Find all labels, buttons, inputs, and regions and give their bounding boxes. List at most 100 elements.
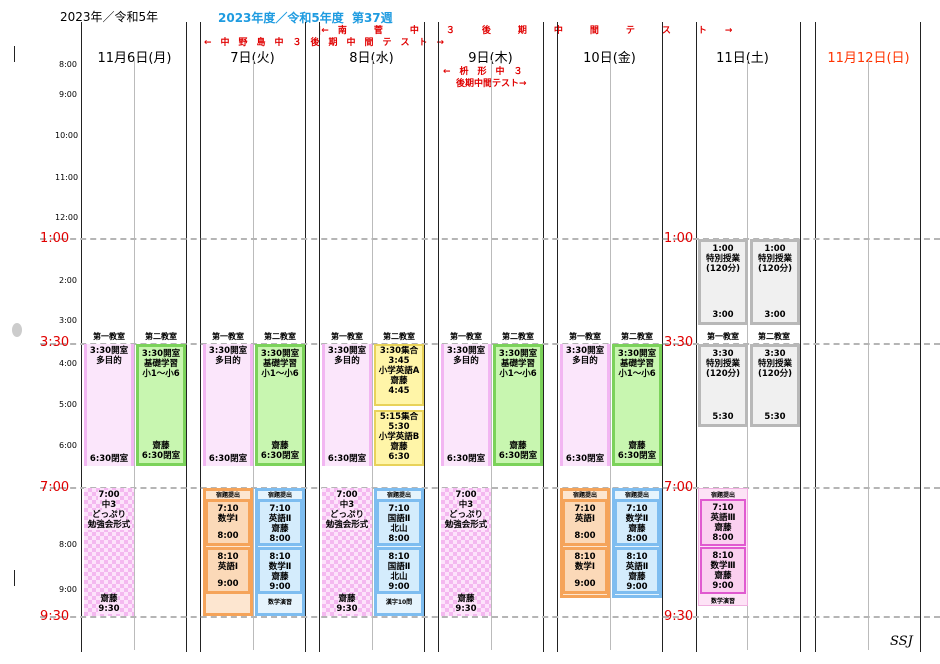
time-930pm: 9:30 bbox=[40, 609, 70, 624]
col-line bbox=[305, 22, 306, 652]
subject-line-1: どっぷり bbox=[91, 510, 126, 520]
japanese2-class[interactable]: 7:10 国語Ⅱ 北山 8:00 bbox=[376, 499, 422, 546]
open-time: 3:30開室 bbox=[617, 349, 657, 359]
end-time: 9:30 bbox=[336, 604, 358, 614]
end-time: 4:45 bbox=[388, 386, 410, 396]
col-subline bbox=[253, 60, 254, 650]
col-line bbox=[920, 22, 921, 652]
basic-study-block[interactable]: 3:30開室 基礎学習 小1～小6 齋藤 6:30閉室 bbox=[612, 344, 662, 466]
time-1pm: 1:00 bbox=[40, 231, 70, 246]
open-room-block[interactable]: 3:30開室 多目的 6:30閉室 bbox=[203, 344, 253, 466]
multi-purpose: 多目的 bbox=[215, 356, 241, 366]
subject: 国語Ⅱ bbox=[387, 514, 411, 524]
end-time: 5:30 bbox=[764, 412, 786, 422]
basic-study-block[interactable]: 3:30開室 基礎学習 小1～小6 齋藤 6:30閉室 bbox=[493, 344, 543, 466]
col-subline bbox=[134, 60, 135, 650]
basic-study-block[interactable]: 3:30開室 基礎学習 小1～小6 齋藤 6:30閉室 bbox=[136, 344, 186, 466]
hour-label: 9:00 bbox=[59, 585, 77, 594]
end-time: 9:30 bbox=[455, 604, 477, 614]
end-time: 9:30 bbox=[98, 604, 120, 614]
col-subline bbox=[868, 60, 869, 650]
close-time: 6:30閉室 bbox=[565, 454, 605, 464]
subject: 数学Ⅲ bbox=[710, 561, 736, 571]
subject-line-1: どっぷり bbox=[448, 510, 483, 520]
english2-class[interactable]: 8:10 英語Ⅱ 齋藤 9:00 bbox=[614, 547, 660, 594]
col-line bbox=[696, 22, 697, 652]
end-time: 8:00 bbox=[626, 534, 648, 544]
subject: 特別授業 bbox=[757, 254, 792, 264]
start-time: 7:10 bbox=[388, 504, 410, 514]
subject: 数学Ⅰ bbox=[217, 514, 239, 524]
start-time: 3:30 bbox=[764, 349, 786, 359]
open-room-block[interactable]: 3:30開室 多目的 6:30閉室 bbox=[84, 344, 134, 466]
grades: 小1～小6 bbox=[261, 369, 299, 379]
homework-submission: 宿題提出 bbox=[572, 492, 597, 499]
col-line bbox=[200, 22, 201, 652]
margin-dot bbox=[12, 323, 22, 337]
room-label: 第一教室 bbox=[212, 332, 244, 341]
col-line bbox=[815, 22, 816, 652]
col-line bbox=[662, 22, 663, 652]
special-class-block[interactable]: 3:30 特別授業 (120分) 5:30 bbox=[750, 344, 800, 427]
close-time: 6:30閉室 bbox=[617, 451, 657, 461]
gather-time: 3:30集合 bbox=[379, 346, 419, 356]
close-time: 6:30閉室 bbox=[89, 454, 129, 464]
subject: 数学Ⅱ bbox=[625, 514, 649, 524]
time-7pm: 7:00 bbox=[664, 480, 694, 495]
close-time: 6:30閉室 bbox=[498, 451, 538, 461]
close-time: 6:30閉室 bbox=[327, 454, 367, 464]
english1-class[interactable]: 8:10 英語Ⅰ 9:00 bbox=[205, 547, 251, 594]
teacher: 北山 bbox=[390, 572, 408, 582]
math1-class[interactable]: 8:10 数学Ⅰ 9:00 bbox=[562, 547, 608, 594]
math1-class[interactable]: 7:10 数学Ⅰ 8:00 bbox=[205, 499, 251, 546]
margin-tick-top bbox=[14, 46, 15, 62]
year-label: 2023年／令和5年 bbox=[60, 10, 159, 24]
hour-label: 11:00 bbox=[55, 173, 79, 182]
jh3-study-session-block[interactable]: 7:00 中3 どっぷり 勉強会形式 齋藤 9:30 bbox=[84, 488, 134, 616]
english2-class[interactable]: 7:10 英語Ⅱ 齋藤 8:00 bbox=[257, 499, 303, 546]
notice-minamisuge: |← 南 菅 中 ３ 後 期 中 間 テ ス ト → bbox=[318, 26, 733, 36]
math3-class[interactable]: 8:10 数学Ⅲ 齋藤 9:00 bbox=[700, 547, 746, 594]
open-room-block[interactable]: 3:30開室 多目的 6:30閉室 bbox=[560, 344, 610, 466]
english1-class[interactable]: 7:10 英語Ⅰ 8:00 bbox=[562, 499, 608, 546]
start-time: 8:10 bbox=[626, 552, 648, 562]
hour-label: 8:00 bbox=[59, 540, 77, 549]
jh3-study-session-block[interactable]: 7:00 中3 どっぷり 勉強会形式 齋藤 9:30 bbox=[441, 488, 491, 616]
english3-class[interactable]: 7:10 英語Ⅲ 齋藤 8:00 bbox=[700, 499, 746, 546]
jh3-study-session-block[interactable]: 7:00 中3 どっぷり 勉強会形式 齋藤 9:30 bbox=[322, 488, 372, 616]
homework-submission: 宿題提出 bbox=[710, 492, 735, 499]
special-class-block[interactable]: 3:30 特別授業 (120分) 5:30 bbox=[698, 344, 748, 427]
close-time: 6:30閉室 bbox=[446, 454, 486, 464]
grade: 中3 bbox=[339, 500, 355, 510]
hour-label: 3:00 bbox=[59, 316, 77, 325]
col-line bbox=[319, 22, 320, 652]
elementary-english-a-block[interactable]: 3:30集合 3:45 小学英語A 齋藤 4:45 bbox=[374, 344, 424, 406]
end-time: 3:00 bbox=[764, 310, 786, 320]
open-room-block[interactable]: 3:30開室 多目的 6:30閉室 bbox=[441, 344, 491, 466]
hour-label: 6:00 bbox=[59, 441, 77, 450]
basic-study-block[interactable]: 3:30開室 基礎学習 小1～小6 齋藤 6:30閉室 bbox=[255, 344, 305, 466]
japanese2-class[interactable]: 8:10 国語Ⅱ 北山 9:00 bbox=[376, 547, 422, 594]
special-class-block[interactable]: 1:00 特別授業 (120分) 3:00 bbox=[698, 239, 748, 325]
open-room-block[interactable]: 3:30開室 多目的 6:30閉室 bbox=[322, 344, 372, 466]
signature: SSJ bbox=[890, 634, 913, 649]
fiscal-year: 2023年度／令和5年度 bbox=[218, 11, 344, 25]
subject: 数学Ⅰ bbox=[574, 562, 596, 572]
subject: 英語Ⅲ bbox=[710, 513, 736, 523]
special-class-block[interactable]: 1:00 特別授業 (120分) 3:00 bbox=[750, 239, 800, 325]
end-time: 8:00 bbox=[712, 533, 734, 543]
math2-class[interactable]: 7:10 数学Ⅱ 齋藤 8:00 bbox=[614, 499, 660, 546]
day-header-wed: 8日(水) bbox=[349, 51, 394, 66]
day-header-fri: 10日(金) bbox=[583, 51, 636, 66]
teacher: 齋藤 bbox=[338, 594, 356, 604]
end-time: 9:00 bbox=[626, 582, 648, 592]
col-line bbox=[543, 22, 544, 652]
elementary-english-b-block[interactable]: 5:15集合 5:30 小学英語B 齋藤 6:30 bbox=[374, 410, 424, 466]
end-time: 5:30 bbox=[712, 412, 734, 422]
math2-class[interactable]: 8:10 数学Ⅱ 齋藤 9:00 bbox=[257, 547, 303, 594]
separator-930pm bbox=[40, 616, 940, 618]
multi-purpose: 多目的 bbox=[572, 356, 598, 366]
math-practice-label: 数学演習 bbox=[710, 598, 735, 605]
col-line bbox=[186, 22, 187, 652]
room-label: 第二教室 bbox=[758, 332, 790, 341]
